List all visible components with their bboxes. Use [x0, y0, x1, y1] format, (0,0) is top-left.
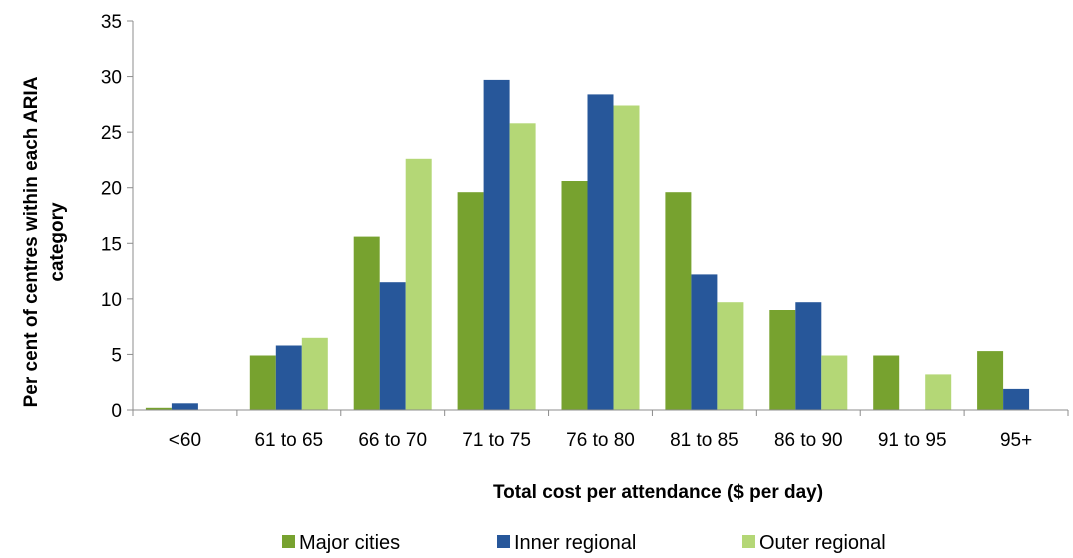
legend-label: Outer regional — [759, 532, 886, 554]
x-tick-label: 71 to 75 — [462, 430, 531, 451]
bar — [665, 192, 692, 410]
legend-label: Inner regional — [514, 532, 636, 554]
y-axis-title: Per cent of centres within each ARIA cat… — [21, 76, 68, 407]
x-tick-label: 66 to 70 — [358, 430, 427, 451]
x-tick-label: 95+ — [1000, 430, 1032, 451]
y-tick-label: 0 — [111, 401, 122, 422]
bar — [977, 351, 1004, 410]
y-tick-label: 20 — [101, 179, 122, 200]
bar — [249, 355, 276, 410]
bar — [301, 337, 328, 410]
legend: Major cities Inner regional Outer regional — [282, 532, 886, 554]
legend-swatch — [742, 535, 755, 548]
axes — [132, 21, 1068, 411]
bar — [379, 282, 406, 410]
legend-item: Major cities — [282, 532, 400, 554]
y-axis-ticks: 0 5 10 15 20 25 30 35 — [101, 12, 133, 422]
x-tick-label: <60 — [169, 430, 201, 451]
bar — [873, 355, 900, 410]
y-tick-label: 35 — [101, 12, 122, 33]
bar — [769, 310, 796, 410]
bar — [691, 274, 718, 410]
bar — [613, 105, 640, 410]
legend-item: Outer regional — [742, 532, 886, 554]
y-axis-title-line-1: Per cent of centres within each ARIA — [21, 76, 42, 407]
y-tick-label: 25 — [101, 123, 122, 144]
bar — [925, 374, 952, 410]
legend-item: Inner regional — [497, 532, 636, 554]
y-tick-label: 10 — [101, 290, 122, 311]
x-axis-title: Total cost per attendance ($ per day) — [493, 482, 823, 503]
y-tick-label: 15 — [101, 234, 122, 255]
y-tick-label: 5 — [111, 345, 122, 366]
x-axis-ticks: <60 61 to 65 66 to 70 71 to 75 76 to 80 81 to… — [132, 410, 1069, 451]
bar — [509, 123, 536, 411]
bar — [171, 403, 198, 410]
bar — [587, 94, 614, 411]
bar — [561, 181, 588, 410]
legend-swatch — [282, 535, 295, 548]
bar — [457, 192, 484, 410]
bar — [275, 345, 302, 410]
y-tick-label: 30 — [101, 68, 122, 89]
x-tick-label: 91 to 95 — [878, 430, 947, 451]
y-axis-title-line-2: category — [47, 202, 68, 282]
bar — [821, 355, 848, 410]
x-tick-label: 86 to 90 — [774, 430, 843, 451]
legend-label: Major cities — [299, 532, 400, 554]
x-tick-label: 61 to 65 — [254, 430, 323, 451]
bar — [483, 79, 510, 411]
bars — [145, 79, 1030, 411]
bar — [405, 158, 432, 410]
bar — [795, 302, 822, 410]
bar — [145, 407, 172, 410]
bar — [717, 302, 744, 410]
x-tick-label: 81 to 85 — [670, 430, 739, 451]
bar — [353, 236, 380, 410]
bar — [1003, 388, 1030, 410]
x-tick-label: 76 to 80 — [566, 430, 635, 451]
legend-swatch — [497, 535, 510, 548]
